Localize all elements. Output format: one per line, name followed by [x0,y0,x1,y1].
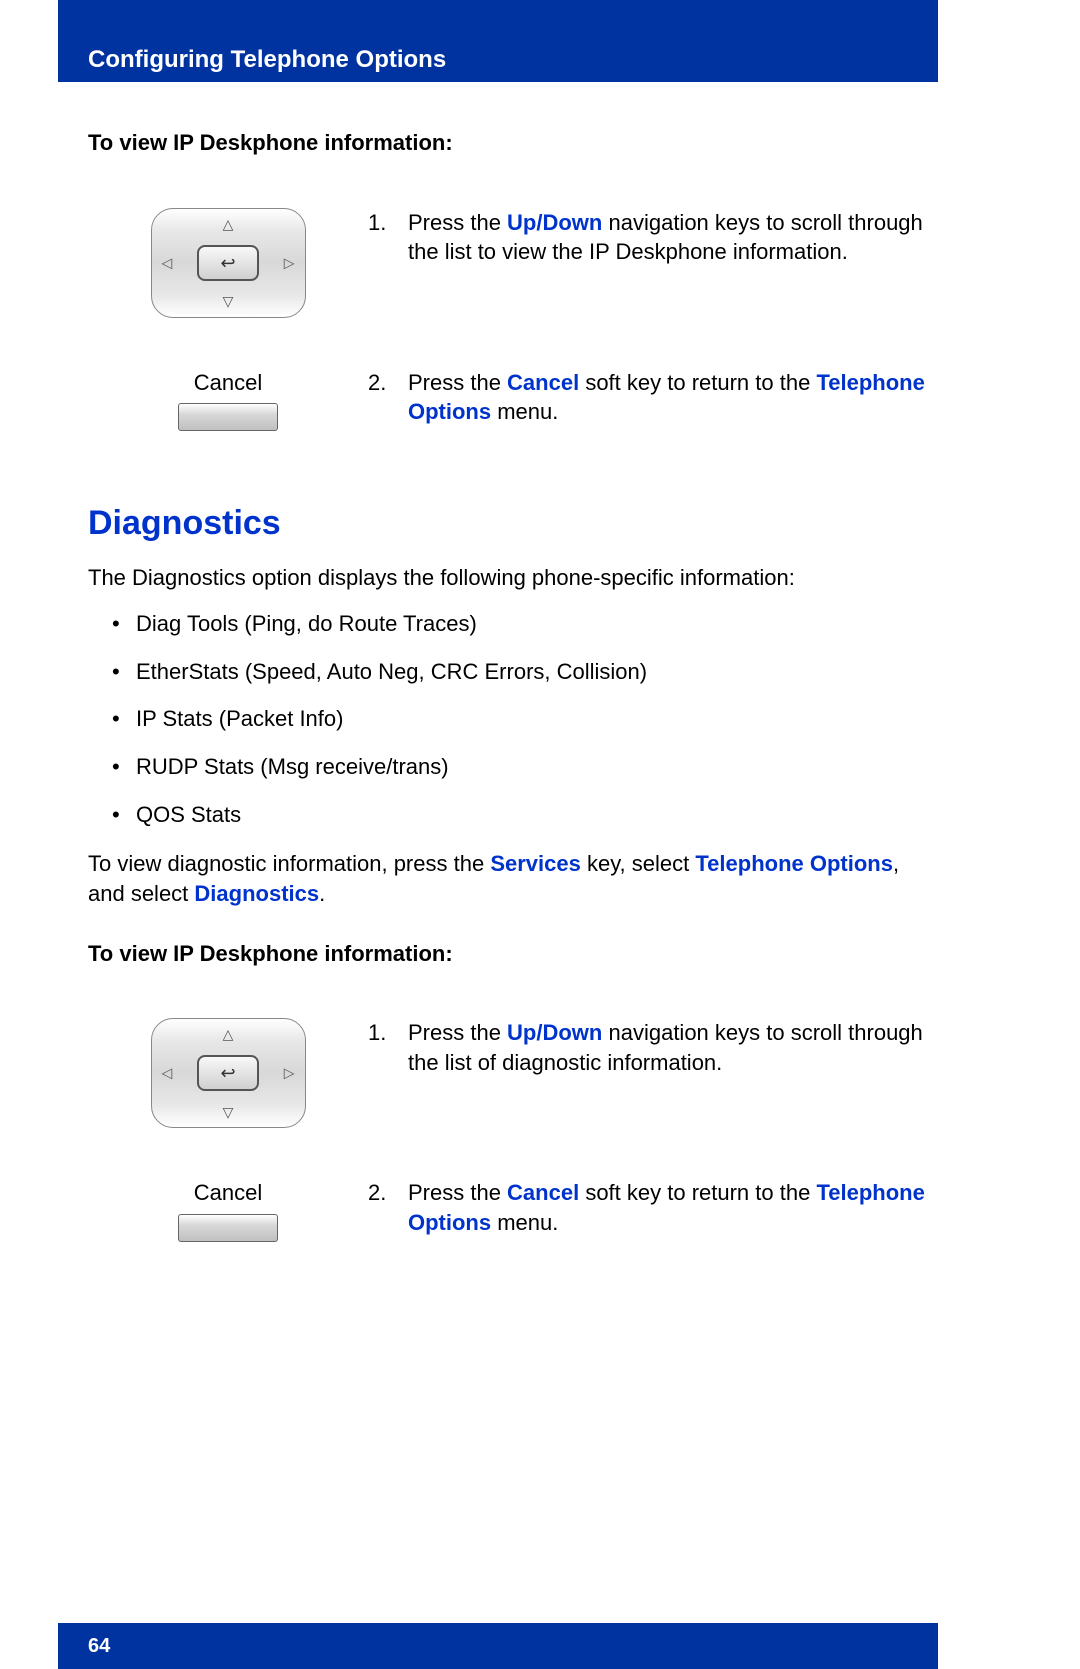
text-part: menu. [491,399,558,424]
softkey-button-icon [178,1214,278,1242]
diagnostics-title: Diagnostics [88,501,928,547]
text-part: . [319,881,325,906]
softkey-label: Cancel [88,368,368,398]
text-part: soft key to return to the [579,1180,816,1205]
section2-heading: To view IP Deskphone information: [88,939,928,969]
keyword: Up/Down [507,1020,602,1045]
page-header: Configuring Telephone Options [58,0,938,82]
softkey-icon-col: Cancel [88,1178,368,1242]
diagnostics-intro: The Diagnostics option displays the foll… [88,563,928,593]
keyword: Cancel [507,370,579,395]
arrow-right-icon: ▷ [284,1064,295,1083]
keyword: Telephone Options [695,851,893,876]
step-number: 1. [368,208,408,238]
diagnostics-bullets: Diag Tools (Ping, do Route Traces) Ether… [88,609,928,829]
list-item: EtherStats (Speed, Auto Neg, CRC Errors,… [112,657,928,687]
step-number: 1. [368,1018,408,1048]
text-part: Press the [408,210,507,235]
list-item: QOS Stats [112,800,928,830]
keyword: Up/Down [507,210,602,235]
softkey-label: Cancel [88,1178,368,1208]
navpad-icon-col: △ ▽ ◁ ▷ ↩ [88,208,368,318]
text-part: Press the [408,1180,507,1205]
arrow-down-icon: ▽ [223,292,234,311]
softkey-icon-col: Cancel [88,368,368,432]
section2-step2: Cancel 2. Press the Cancel soft key to r… [88,1178,928,1242]
text-part: Press the [408,1020,507,1045]
enter-icon: ↩ [197,245,259,281]
step-text: Press the Cancel soft key to return to t… [408,368,928,427]
section1-step2: Cancel 2. Press the Cancel soft key to r… [88,368,928,432]
text-part: soft key to return to the [579,370,816,395]
arrow-down-icon: ▽ [223,1103,234,1122]
step-text: Press the Cancel soft key to return to t… [408,1178,928,1237]
section1-heading: To view IP Deskphone information: [88,128,928,158]
page-number: 64 [88,1635,110,1657]
text-part: key, select [581,851,696,876]
header-title: Configuring Telephone Options [88,46,446,73]
keyword: Services [490,851,581,876]
arrow-left-icon: ◁ [162,253,173,272]
step-text: Press the Up/Down navigation keys to scr… [408,208,928,267]
page-footer: 64 [58,1623,938,1669]
list-item: IP Stats (Packet Info) [112,704,928,734]
enter-icon: ↩ [197,1055,259,1091]
list-item: Diag Tools (Ping, do Route Traces) [112,609,928,639]
navpad-icon: △ ▽ ◁ ▷ ↩ [151,208,306,318]
step-number: 2. [368,1178,408,1208]
step-text: Press the Up/Down navigation keys to scr… [408,1018,928,1077]
navpad-icon: △ ▽ ◁ ▷ ↩ [151,1018,306,1128]
text-part: menu. [491,1210,558,1235]
arrow-right-icon: ▷ [284,253,295,272]
page-content: To view IP Deskphone information: △ ▽ ◁ … [88,100,928,1242]
keyword: Diagnostics [194,881,319,906]
section1-step1: △ ▽ ◁ ▷ ↩ 1. Press the Up/Down navigatio… [88,208,928,318]
keyword: Cancel [507,1180,579,1205]
text-part: Press the [408,370,507,395]
arrow-up-icon: △ [223,1025,234,1044]
diagnostics-howto: To view diagnostic information, press th… [88,849,928,908]
arrow-left-icon: ◁ [162,1064,173,1083]
arrow-up-icon: △ [223,215,234,234]
step-number: 2. [368,368,408,398]
list-item: RUDP Stats (Msg receive/trans) [112,752,928,782]
softkey-button-icon [178,403,278,431]
section2-step1: △ ▽ ◁ ▷ ↩ 1. Press the Up/Down navigatio… [88,1018,928,1128]
text-part: To view diagnostic information, press th… [88,851,490,876]
navpad-icon-col: △ ▽ ◁ ▷ ↩ [88,1018,368,1128]
